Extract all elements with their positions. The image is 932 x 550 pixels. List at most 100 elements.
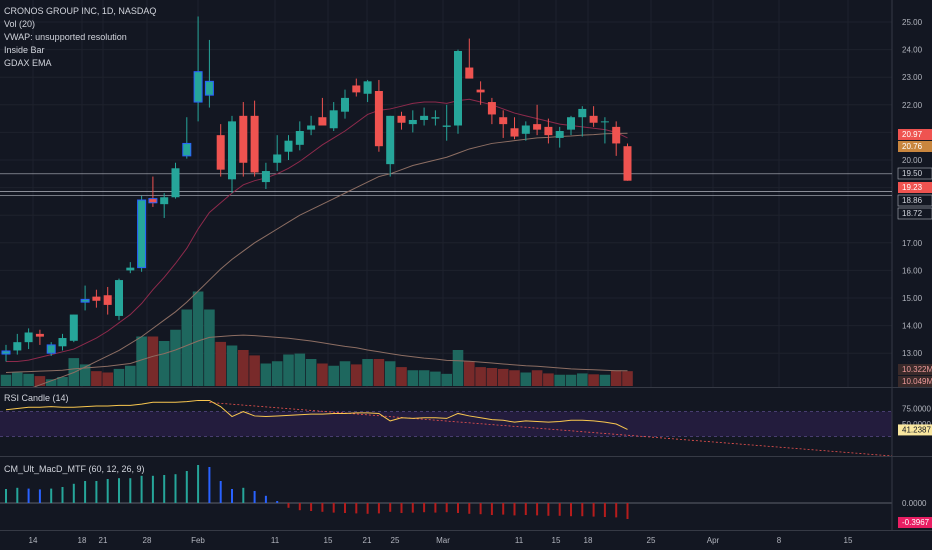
volume-bar <box>158 341 170 386</box>
price-label: 19.23 <box>902 183 923 192</box>
macd-histogram-bar <box>536 503 539 516</box>
candle-body <box>228 121 236 180</box>
volume-bar <box>317 363 328 386</box>
macd-histogram-bar <box>445 503 448 513</box>
price-tick-label: 17.00 <box>902 239 923 248</box>
macd-histogram-bar <box>16 487 19 503</box>
time-tick-label: Mar <box>436 536 450 545</box>
price-tick-label: 14.00 <box>902 322 923 331</box>
candle-body <box>295 131 304 145</box>
macd-histogram-bar <box>344 503 346 513</box>
volume-bar <box>475 367 486 386</box>
volume-bar <box>328 365 339 386</box>
candle-body <box>148 198 157 203</box>
candle-body <box>239 115 248 163</box>
macd-histogram-bar <box>253 491 256 503</box>
candle-body <box>487 102 496 115</box>
rsi-band <box>0 411 892 437</box>
macd-title[interactable]: CM_Ult_MacD_MTF (60, 12, 26, 9) <box>4 464 145 474</box>
candle-body <box>555 131 564 138</box>
macd-histogram-bar <box>38 489 41 503</box>
volume-bar <box>373 359 385 386</box>
macd-value-box <box>898 517 932 528</box>
macd-histogram-bar <box>185 471 188 503</box>
time-axis[interactable]: 14 18 21 28 Feb 11 15 21 25 Mar 11 15 18 25 Apr 8 15 <box>0 530 932 550</box>
candle-body <box>35 333 44 337</box>
time-tick-label: 25 <box>647 536 656 545</box>
macd-histogram-bar <box>287 503 290 508</box>
macd-histogram-bar <box>219 481 222 503</box>
macd-histogram-bar <box>479 503 482 515</box>
candle-body <box>386 115 395 165</box>
time-tick-label: 11 <box>271 536 280 545</box>
macd-histogram-bar <box>411 503 414 513</box>
price-tick-label: 22.00 <box>902 101 923 110</box>
candle-body <box>205 81 214 96</box>
rsi-value-label: 41.2387 <box>902 425 931 434</box>
macd-legend: CM_Ult_MacD_MTF (60, 12, 26, 9) <box>4 463 145 476</box>
price-chart[interactable]: 13.0014.0015.0016.0017.0018.0019.0020.00… <box>0 0 932 398</box>
legend-gdax-ema[interactable]: GDAX EMA <box>4 58 52 68</box>
volume-bar <box>23 373 34 386</box>
macd-histogram-bar <box>298 503 301 511</box>
inside-bar-marker <box>204 80 214 96</box>
macd-histogram-bar <box>321 503 324 512</box>
macd-histogram-bar <box>377 503 380 514</box>
price-pane[interactable]: 13.0014.0015.0016.0017.0018.0019.0020.00… <box>0 0 932 398</box>
candle-body <box>397 115 406 123</box>
macd-histogram-bar <box>118 478 120 503</box>
macd-histogram-bar <box>310 503 313 511</box>
candle-body <box>442 125 451 127</box>
candle-body <box>329 110 338 129</box>
volume-bar <box>238 350 249 386</box>
time-tick-label: 25 <box>391 536 400 545</box>
volume-bar <box>418 370 430 386</box>
price-tick-label: 24.00 <box>902 46 923 55</box>
volume-bar <box>0 374 12 386</box>
volume-bar <box>430 371 441 386</box>
pane-separator[interactable] <box>0 387 932 388</box>
price-label: 19.50 <box>902 169 923 178</box>
volume-bar <box>45 379 57 386</box>
candle-body <box>115 280 123 316</box>
volume-bar <box>204 309 215 386</box>
volume-bar <box>215 341 226 386</box>
macd-histogram-bar <box>457 503 459 513</box>
volume-bar <box>610 370 622 386</box>
legend-volume[interactable]: Vol (20) <box>4 19 36 29</box>
candle-body <box>510 128 519 137</box>
price-tick-label: 20.00 <box>902 156 923 165</box>
macd-pane[interactable]: 0.0000 -0.3967 CM_Ult_MacD_MTF (60, 12, 2… <box>0 457 932 530</box>
candle-body <box>69 314 78 341</box>
volume-bar <box>34 376 46 386</box>
legend-inside-bar[interactable]: Inside Bar <box>4 45 45 55</box>
macd-histogram-bar <box>95 481 98 503</box>
price-label-box <box>897 194 932 207</box>
rsi-title[interactable]: RSI Candle (14) <box>4 393 69 403</box>
pane-separator[interactable] <box>0 456 932 457</box>
macd-histogram-bar <box>106 479 109 503</box>
ema-slow-line <box>5 132 628 398</box>
macd-chart[interactable]: 0.0000 -0.3967 <box>0 457 932 530</box>
candle-body <box>533 124 542 130</box>
time-tick-label: 21 <box>99 536 108 545</box>
macd-histogram-bar <box>84 481 87 503</box>
time-tick-label: Apr <box>707 536 720 545</box>
legend-vwap[interactable]: VWAP: unsupported resolution <box>4 32 127 42</box>
symbol-title[interactable]: CRONOS GROUP INC, 1D, NASDAQ <box>4 6 157 16</box>
price-tick-label: 23.00 <box>902 73 923 82</box>
candle-body <box>476 89 485 93</box>
price-label-box <box>898 376 932 387</box>
macd-histogram-bar <box>592 503 595 517</box>
price-tick-label: 25.00 <box>902 18 923 27</box>
inside-bar-marker <box>148 198 158 204</box>
candle-body <box>13 342 22 351</box>
volume-bar <box>192 291 204 386</box>
inside-bar-marker <box>193 71 203 103</box>
candle-body <box>465 67 474 79</box>
macd-value-label: -0.3967 <box>902 518 930 527</box>
time-tick-label: Feb <box>191 536 205 545</box>
price-label-box <box>898 129 932 140</box>
